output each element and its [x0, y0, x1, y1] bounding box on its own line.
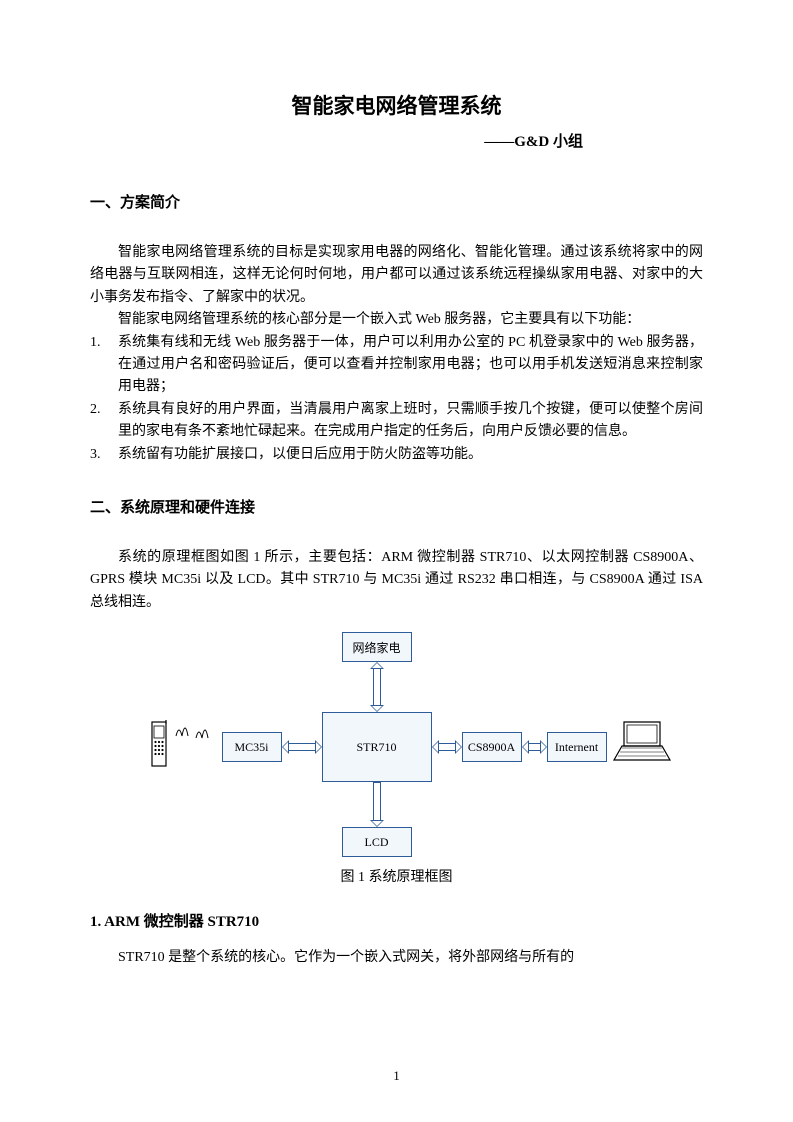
section1-list: 系统集有线和无线 Web 服务器于一体，用户可以利用办公室的 PC 机登录家中的…: [90, 332, 703, 466]
subtitle: ——G&D 小组: [90, 130, 703, 151]
section2-subheading: 1. ARM 微控制器 STR710: [90, 910, 703, 931]
page-number: 1: [0, 1068, 793, 1084]
section2-heading: 二、系统原理和硬件连接: [90, 496, 703, 517]
arrow-str710-cs8900a: [432, 740, 462, 754]
laptop-icon: [612, 720, 672, 766]
node-nethome: 网络家电: [342, 632, 412, 662]
phone-icon: [150, 720, 174, 770]
page-title: 智能家电网络管理系统: [90, 90, 703, 120]
system-diagram: 网络家电 MC35i STR710 CS8900A Internent LCD: [132, 632, 662, 862]
node-lcd: LCD: [342, 827, 412, 857]
figure-caption: 图 1 系统原理框图: [90, 866, 703, 886]
node-internet: Internent: [547, 732, 607, 762]
section2-para1: 系统的原理框图如图 1 所示，主要包括：ARM 微控制器 STR710、以太网控…: [90, 547, 703, 614]
section2-para2: STR710 是整个系统的核心。它作为一个嵌入式网关，将外部网络与所有的: [90, 947, 703, 969]
node-mc35i: MC35i: [222, 732, 282, 762]
arrow-mc35i-str710: [282, 740, 322, 754]
section1-heading: 一、方案简介: [90, 191, 703, 212]
arrow-cs8900a-internet: [522, 740, 547, 754]
signal-icon: [172, 714, 222, 744]
section1-para2: 智能家电网络管理系统的核心部分是一个嵌入式 Web 服务器，它主要具有以下功能：: [90, 309, 703, 331]
node-str710: STR710: [322, 712, 432, 782]
list-item: 系统集有线和无线 Web 服务器于一体，用户可以利用办公室的 PC 机登录家中的…: [90, 332, 703, 399]
section1-para1: 智能家电网络管理系统的目标是实现家用电器的网络化、智能化管理。通过该系统将家中的…: [90, 242, 703, 309]
node-cs8900a: CS8900A: [462, 732, 522, 762]
list-item: 系统具有良好的用户界面，当清晨用户离家上班时，只需顺手按几个按键，便可以使整个房…: [90, 399, 703, 444]
arrow-nethome-str710: [370, 662, 384, 712]
list-item: 系统留有功能扩展接口，以便日后应用于防火防盗等功能。: [90, 444, 703, 466]
arrow-str710-lcd: [370, 782, 384, 827]
